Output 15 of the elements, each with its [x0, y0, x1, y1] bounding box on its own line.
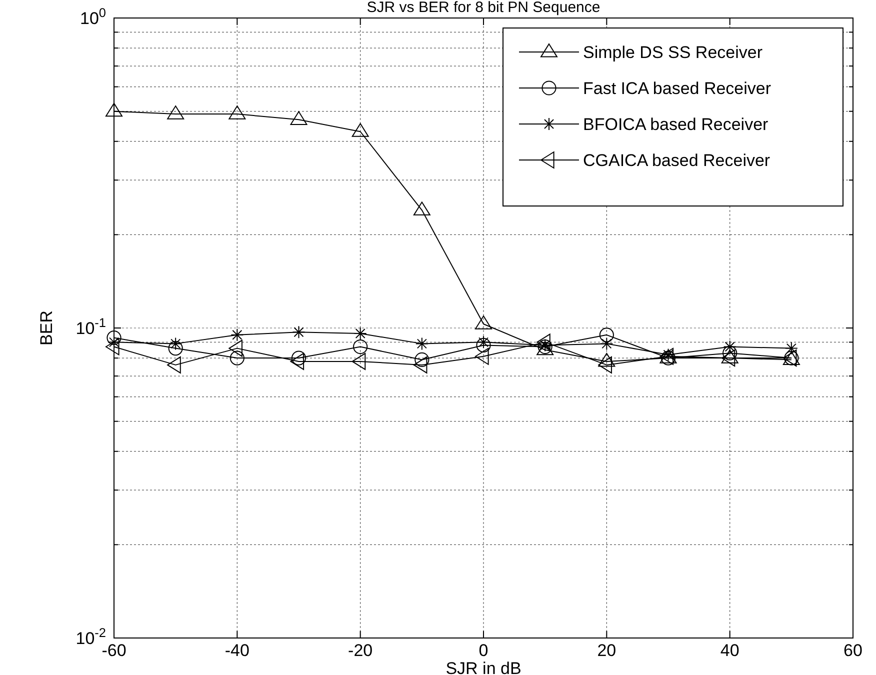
legend-label: Simple DS SS Receiver: [583, 43, 763, 62]
legend-label: Fast ICA based Receiver: [583, 79, 772, 98]
y-tick-label: 10$^{0}$: [80, 4, 106, 28]
x-tick-label: 20: [597, 641, 616, 660]
x-tick-label: -20: [348, 641, 373, 660]
x-tick-label: 40: [720, 641, 740, 660]
y-axis-title: BER: [37, 310, 56, 346]
x-tick-label: 0: [478, 641, 488, 660]
chart-title: SJR vs BER for 8 bit PN Sequence: [366, 0, 600, 16]
legend-label: CGAICA based Receiver: [583, 151, 770, 170]
legend-label: BFOICA based Receiver: [583, 115, 769, 134]
x-tick-label: -40: [224, 641, 250, 660]
x-tick-label: 60: [844, 641, 862, 660]
x-axis-title: SJR in dB: [446, 659, 522, 675]
y-tick-label: 10$^{-1}$: [76, 314, 106, 338]
